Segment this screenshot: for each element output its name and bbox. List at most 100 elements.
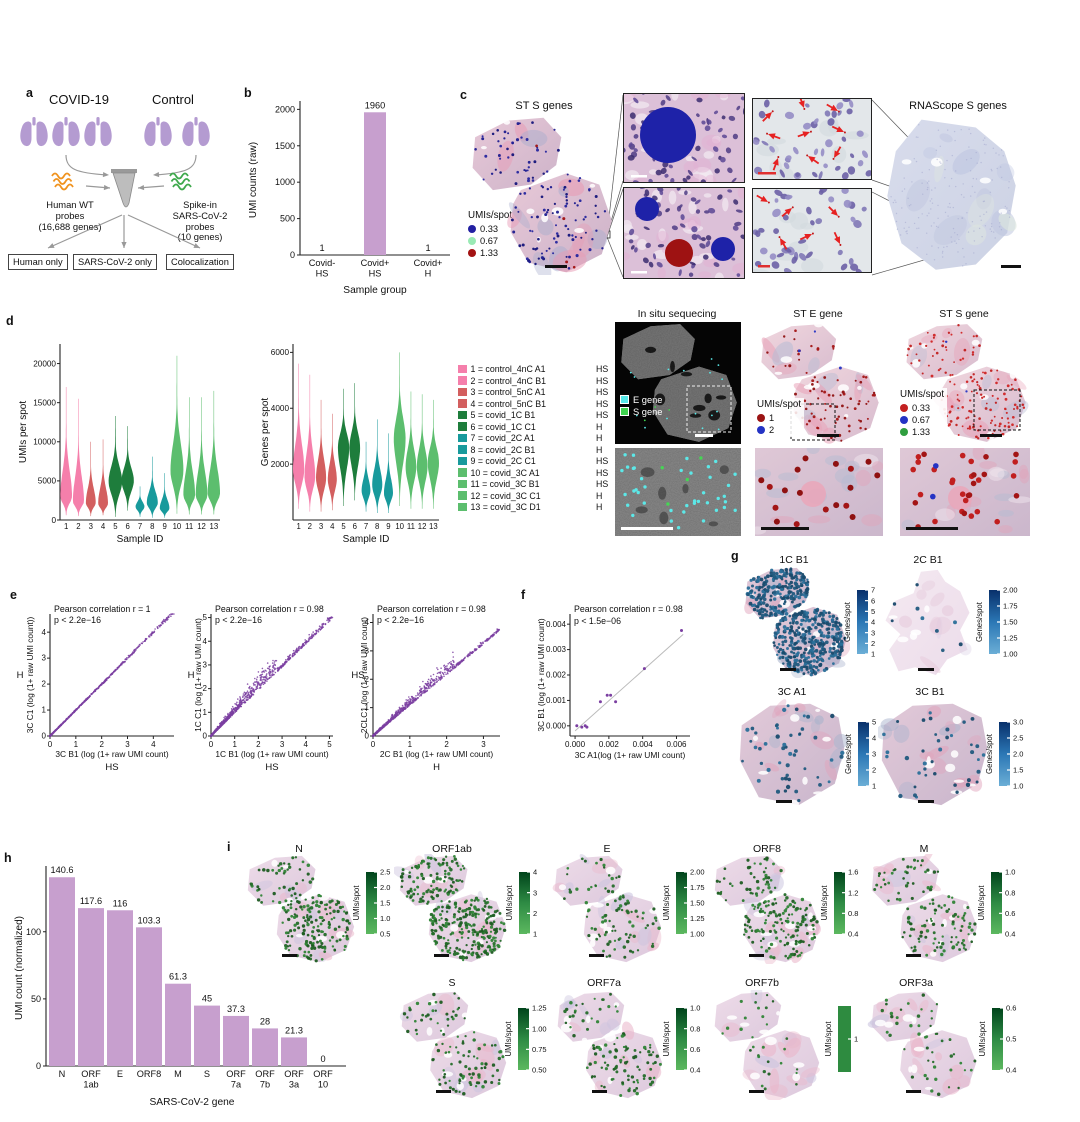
svg-text:4: 4 [101,522,106,531]
svg-text:4: 4 [365,618,370,627]
svg-text:Pearson correlation r = 1: Pearson correlation r = 1 [54,604,151,614]
rnascope-inset-top [752,98,872,180]
svg-text:5: 5 [203,613,208,622]
genes-per-spot-violin: Genes per spot 2000 4000 6000 1 2 3 4 5 6 7 8 9 10 11 1… [258,322,473,562]
svg-text:37.3: 37.3 [227,1004,245,1014]
scatter-1cb1-vs-1cc1: 0 1 2 3 4 5 0 1 2 3 4 5 Pearson correlation r = 0.98… [186,596,372,800]
spot-color-swatch [468,237,476,245]
svg-text:0: 0 [320,1054,325,1064]
gene-title-e: E [603,843,611,855]
st-e-legend: UMIs/spot 1 2 [754,398,805,437]
gene-tissue-orf7b [709,990,823,1100]
sample-color-swatch [458,491,467,500]
svg-text:1: 1 [232,740,237,749]
sample-color-swatch [458,502,467,511]
probe-group: HS [596,398,609,409]
svg-text:20000: 20000 [33,359,56,368]
tissue-title-3c-b1: 3C B1 [915,686,945,698]
legend-item: 11 = covid_3C B1 HS [458,479,608,489]
svg-text:1: 1 [42,706,47,715]
svg-text:2000: 2000 [271,460,290,469]
covid-group-title: COVID-19 [49,92,109,107]
gene-title-orf8: ORF8 [752,843,781,855]
spot-color-swatch [900,404,908,412]
legend-item: 3 = control_5nC A1 HS [458,387,608,397]
rnascope-tissue [873,117,1030,275]
sample-label: 5 = covid_1C B1 [470,410,536,420]
svg-text:UMIs per spot: UMIs per spot [18,401,29,463]
tissue-image-3c-a1 [736,698,850,810]
legend-title: UMIs/spot [900,389,945,400]
svg-text:13: 13 [429,522,438,531]
svg-text:2: 2 [76,522,80,531]
panel-label-f: f [521,588,526,602]
sample-color-swatch [458,479,467,488]
panel-label-c: c [460,88,467,102]
panel-label-d: d [6,314,14,328]
svg-text:4000: 4000 [271,404,290,413]
svg-text:HS: HS [369,269,382,279]
legend-item: E gene [620,394,662,406]
svg-text:6: 6 [353,522,357,531]
gene-tissue-orf3a [866,990,980,1100]
svg-text:6: 6 [126,522,130,531]
sample-label: 7 = covid_2C A1 [470,433,535,443]
svg-text:1: 1 [296,522,300,531]
svg-text:10: 10 [173,522,182,531]
svg-text:3: 3 [203,661,208,670]
probe-group: HS [596,364,609,374]
legend-item: 7 = covid_2C A1 H [458,433,602,443]
svg-text:103.3: 103.3 [138,915,161,925]
umis-per-spot-colorbar: UMIs/spot 1.6 1.2 0.8 0.4 [821,864,873,942]
legend-item: 8 = covid_2C B1 H [458,445,602,455]
scatter-3ca1-vs-3cb1: 0.000 0.002 0.004 0.006 0.000 0.001 0.002 0.003… [530,596,745,800]
svg-text:1: 1 [74,740,79,749]
svg-text:1: 1 [408,740,413,749]
svg-text:5: 5 [327,740,332,749]
svg-text:2: 2 [256,740,261,749]
svg-text:6000: 6000 [271,348,290,357]
svg-text:4: 4 [151,740,156,749]
svg-text:ORF8: ORF8 [137,1069,162,1079]
svg-text:500: 500 [280,214,295,224]
svg-text:0: 0 [209,740,214,749]
s-gene-swatch [620,407,629,416]
gene-title-orf1ab: ORF1ab [432,843,472,855]
svg-text:3: 3 [319,522,323,531]
sample-color-swatch [458,387,467,396]
svg-text:1C B1 (log (1+ raw UMI count): 1C B1 (log (1+ raw UMI count) [215,749,329,759]
svg-text:2000: 2000 [275,104,295,114]
svg-text:HS: HS [105,762,118,773]
probe-group: H [596,433,603,443]
svg-text:12: 12 [418,522,427,531]
svg-text:ORF: ORF [81,1069,101,1079]
legend-item: 1 = control_4nC A1 HS [458,364,608,374]
legend-item: 6 = covid_1C C1 H [458,422,602,432]
legend-item: 0.67 [900,414,944,426]
sample-label: 11 = covid_3C B1 [470,479,540,489]
svg-text:28: 28 [260,1016,270,1026]
umi-counts-bar-chart: UMI counts (raw) 0 500 1000 1500 2000 1 Covid- H… [242,86,460,311]
svg-text:45: 45 [202,994,212,1004]
gene-tissue-n [242,854,358,964]
st-s-gene-title: ST S gene [939,308,989,320]
spot-color-swatch [468,225,476,233]
umis-per-spot-colorbar: UMIs/spot 1 [825,998,877,1080]
legend-item: 1 [757,412,801,424]
control-group-title: Control [152,92,194,107]
svg-text:3: 3 [365,646,370,655]
svg-text:HS: HS [265,762,278,773]
svg-text:p < 2.2e−16: p < 2.2e−16 [377,615,424,625]
umis-per-spot-colorbar: UMIs/spot 2.5 2.0 1.5 1.0 0.5 [353,864,405,942]
svg-text:1ab: 1ab [83,1080,98,1090]
svg-text:3C C1 (log (1+ raw UMI count)): 3C C1 (log (1+ raw UMI count)) [25,616,35,733]
umis-per-spot-colorbar: UMIs/spot 4 3 2 1 [506,864,558,942]
sample-color-swatch [458,433,467,442]
sample-label: 12 = covid_3C C1 [470,490,541,501]
rnascope-inset-bottom [752,188,872,273]
st-e-gene-tissue [755,322,883,444]
st-s-genes-tissue [465,115,617,275]
svg-text:Sample group: Sample group [343,285,407,296]
svg-text:1: 1 [319,243,324,253]
legend-item: 0.33 [468,223,512,235]
